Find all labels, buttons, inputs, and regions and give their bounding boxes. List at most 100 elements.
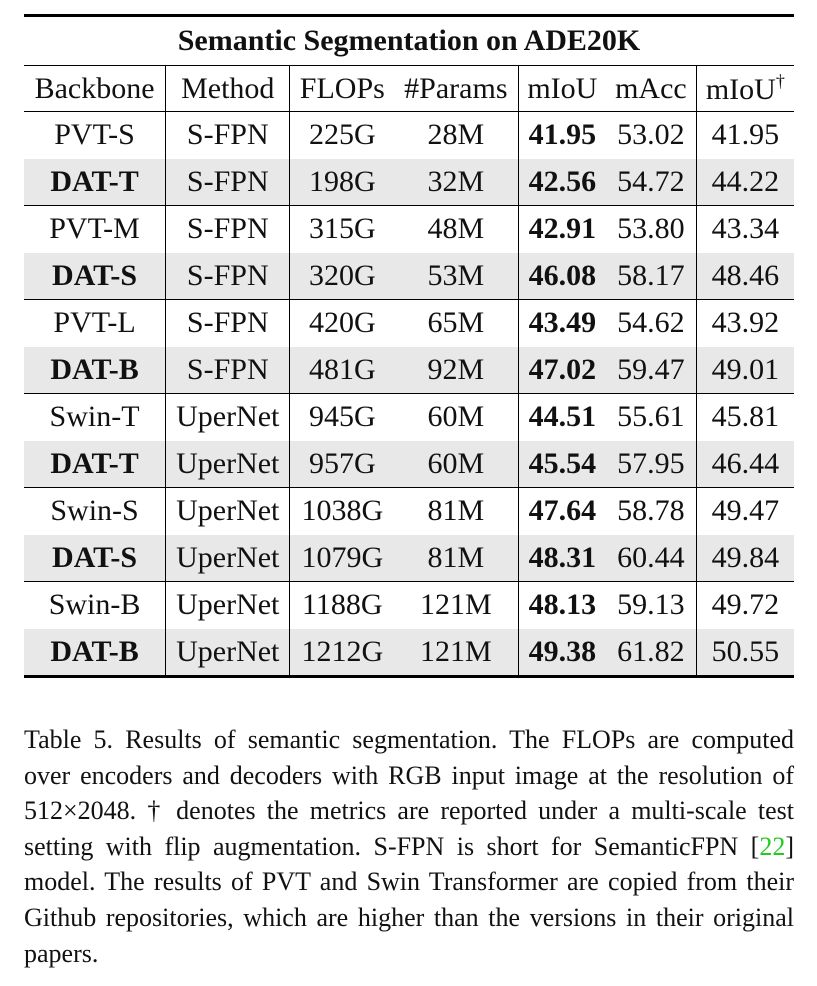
cell-miou: 44.51 bbox=[517, 393, 607, 441]
cell-backbone: DAT-T bbox=[24, 440, 166, 488]
cell-miou-ms: 49.01 bbox=[695, 346, 794, 394]
cell-params: 92M bbox=[394, 346, 518, 394]
cell-params: 81M bbox=[427, 494, 485, 528]
table-row: DAT-S S-FPN 320G 53M 46.08 58.17 48.46 bbox=[24, 252, 794, 300]
cell-flops: 315G bbox=[289, 205, 395, 253]
cell-macc: 54.72 bbox=[606, 158, 697, 206]
cell-method: S-FPN bbox=[165, 299, 290, 347]
cell-miou-ms: 45.81 bbox=[695, 393, 794, 441]
cell-backbone: Swin-T bbox=[49, 400, 140, 434]
cell-params: 32M bbox=[394, 158, 518, 206]
cell-miou-ms: 46.44 bbox=[695, 440, 794, 488]
caption-lead: Table 5. Results of semantic segmentatio… bbox=[24, 725, 794, 861]
cell-flops: 1038G bbox=[289, 487, 395, 535]
header-miou: mIoU bbox=[517, 65, 607, 112]
cell-macc: 59.47 bbox=[606, 346, 697, 394]
cell-miou: 46.08 bbox=[517, 252, 607, 300]
cell-macc: 59.13 bbox=[617, 588, 685, 622]
table-row: DAT-T S-FPN 198G 32M 42.56 54.72 44.22 bbox=[24, 158, 794, 206]
cell-miou: 48.31 bbox=[517, 534, 607, 582]
cell-method: UperNet bbox=[165, 534, 290, 582]
dagger-mark: † bbox=[775, 71, 785, 91]
cell-flops: 420G bbox=[289, 299, 395, 347]
cell-macc: 55.61 bbox=[617, 400, 685, 434]
cell-miou: 49.38 bbox=[517, 628, 607, 678]
cell-macc: 57.95 bbox=[606, 440, 697, 488]
cell-backbone: PVT-L bbox=[53, 306, 136, 340]
cell-miou-ms: 50.55 bbox=[695, 628, 794, 678]
cell-params: 121M bbox=[420, 588, 492, 622]
cell-backbone: DAT-S bbox=[24, 252, 166, 300]
cell-macc: 60.44 bbox=[606, 534, 697, 582]
cell-flops: 1212G bbox=[289, 628, 395, 678]
header-params: #Params bbox=[394, 65, 518, 112]
cell-params: 28M bbox=[427, 118, 485, 152]
cell-flops: 198G bbox=[289, 158, 395, 206]
header-miou-ms: mIoU† bbox=[695, 65, 794, 112]
table-row: DAT-B S-FPN 481G 92M 47.02 59.47 49.01 bbox=[24, 346, 794, 394]
cell-miou: 41.95 bbox=[517, 111, 607, 159]
cell-miou-ms: 43.34 bbox=[695, 205, 794, 253]
table-row: DAT-T UperNet 957G 60M 45.54 57.95 46.44 bbox=[24, 440, 794, 488]
table-row: PVT-M S-FPN 315G 48M 42.91 53.80 43.34 bbox=[24, 205, 794, 253]
cell-backbone: Swin-S bbox=[50, 494, 139, 528]
results-table-container: Semantic Segmentation on ADE20K Backbone… bbox=[24, 14, 794, 678]
cell-backbone: PVT-M bbox=[49, 212, 140, 246]
cell-backbone: DAT-B bbox=[24, 628, 166, 678]
cell-miou-ms: 43.92 bbox=[695, 299, 794, 347]
table-row: DAT-S UperNet 1079G 81M 48.31 60.44 49.84 bbox=[24, 534, 794, 582]
cell-miou-ms: 49.84 bbox=[695, 534, 794, 582]
table-row: Swin-T UperNet 945G 60M 44.51 55.61 45.81 bbox=[24, 393, 794, 441]
cell-miou: 48.13 bbox=[517, 581, 607, 629]
cell-flops: 1188G bbox=[289, 581, 395, 629]
cell-method: UperNet bbox=[165, 581, 290, 629]
cell-macc: 53.02 bbox=[617, 118, 685, 152]
header-backbone: Backbone bbox=[24, 65, 166, 112]
cell-miou: 47.02 bbox=[517, 346, 607, 394]
cell-macc: 58.78 bbox=[617, 494, 685, 528]
table-caption: Table 5. Results of semantic segmentatio… bbox=[24, 722, 794, 971]
cell-flops: 1079G bbox=[289, 534, 395, 582]
table-row: Swin-B UperNet 1188G 121M 48.13 59.13 49.72 bbox=[24, 581, 794, 629]
cell-params: 48M bbox=[427, 212, 485, 246]
cell-method: UperNet bbox=[165, 628, 290, 678]
table-row: PVT-L S-FPN 420G 65M 43.49 54.62 43.92 bbox=[24, 299, 794, 347]
cell-params: 65M bbox=[427, 306, 485, 340]
cell-flops: 320G bbox=[289, 252, 395, 300]
cell-backbone: DAT-B bbox=[24, 346, 166, 394]
cell-miou: 42.56 bbox=[517, 158, 607, 206]
cell-method: S-FPN bbox=[165, 346, 290, 394]
cell-macc: 58.17 bbox=[606, 252, 697, 300]
cell-method: UperNet bbox=[165, 487, 290, 535]
table-body: PVT-S S-FPN 225G 28M 41.95 53.02 41.95 DAT-T S-F… bbox=[24, 111, 794, 678]
cell-method: S-FPN bbox=[165, 205, 290, 253]
cell-backbone: DAT-S bbox=[24, 534, 166, 582]
table-row: DAT-B UperNet 1212G 121M 49.38 61.82 50.55 bbox=[24, 628, 794, 678]
cell-miou: 47.64 bbox=[517, 487, 607, 535]
cell-params: 53M bbox=[394, 252, 518, 300]
table-title: Semantic Segmentation on ADE20K bbox=[24, 15, 794, 66]
cell-method: S-FPN bbox=[165, 111, 290, 159]
cell-backbone: PVT-S bbox=[54, 118, 135, 152]
cell-params: 60M bbox=[394, 440, 518, 488]
header-flops: FLOPs bbox=[289, 65, 395, 112]
cell-params: 60M bbox=[427, 400, 485, 434]
cell-miou-ms: 49.47 bbox=[695, 487, 794, 535]
cell-backbone: DAT-T bbox=[24, 158, 166, 206]
cell-miou: 45.54 bbox=[517, 440, 607, 488]
cell-miou-ms: 41.95 bbox=[695, 111, 794, 159]
cell-params: 81M bbox=[394, 534, 518, 582]
cell-method: UperNet bbox=[165, 440, 290, 488]
citation-link[interactable]: 22 bbox=[759, 831, 786, 861]
caption-tail: ] model. The results of PVT and Swin Tra… bbox=[24, 831, 794, 968]
cell-miou-ms: 49.72 bbox=[695, 581, 794, 629]
cell-macc: 54.62 bbox=[617, 306, 685, 340]
cell-flops: 481G bbox=[289, 346, 395, 394]
cell-flops: 225G bbox=[289, 111, 395, 159]
header-method: Method bbox=[165, 65, 290, 112]
cell-backbone: Swin-B bbox=[48, 588, 141, 622]
cell-method: S-FPN bbox=[165, 252, 290, 300]
table-row: Swin-S UperNet 1038G 81M 47.64 58.78 49.47 bbox=[24, 487, 794, 535]
cell-miou: 43.49 bbox=[517, 299, 607, 347]
header-miou-ms-label: mIoU bbox=[705, 73, 776, 106]
